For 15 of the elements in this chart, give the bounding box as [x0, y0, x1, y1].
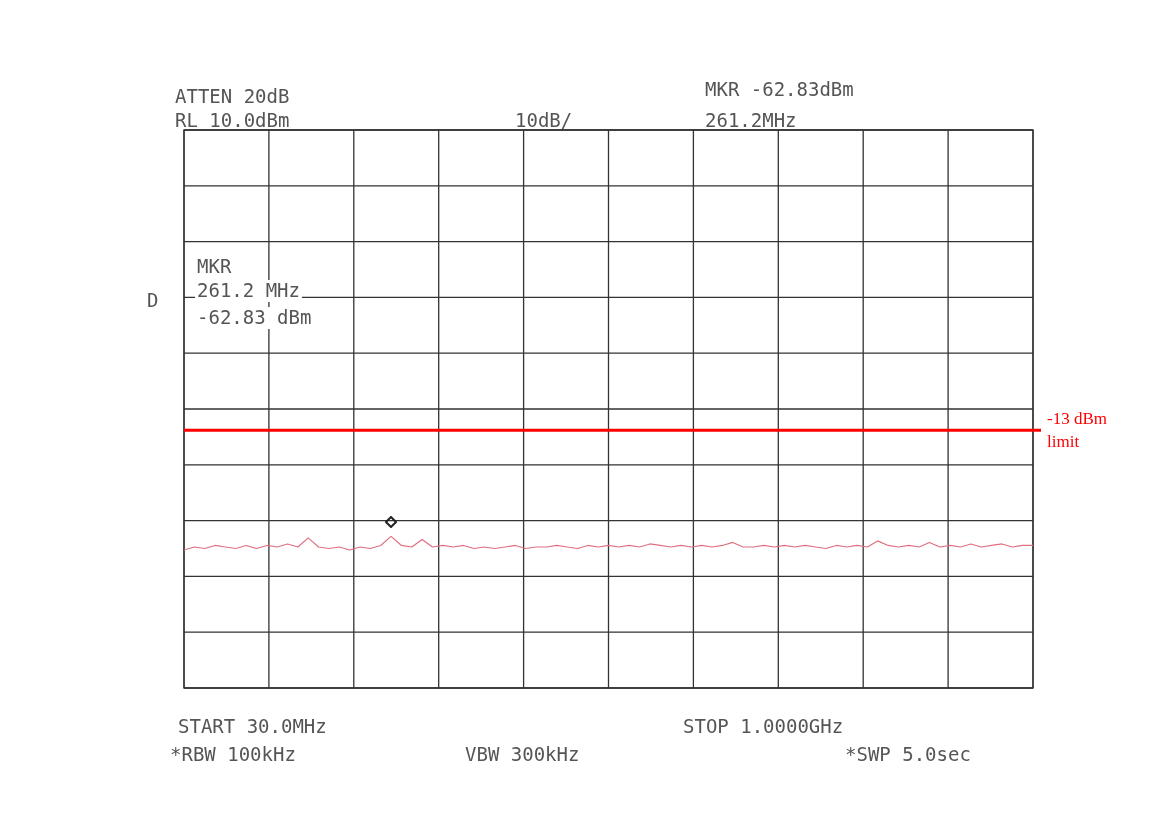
- text: START 30.0MHz: [178, 715, 327, 737]
- ref-line-label: -13 dBm limit: [1047, 408, 1107, 451]
- text: -62.83 dBm: [197, 306, 312, 328]
- text: 261.2 MHz: [197, 279, 300, 301]
- text: VBW 300kHz: [465, 743, 580, 765]
- text: 10dB/: [515, 109, 573, 131]
- text: MKR -62.83dBm: [705, 78, 854, 100]
- text: 261.2MHz: [705, 109, 797, 131]
- text: ATTEN 20dB: [175, 85, 290, 107]
- text: RL 10.0dBm: [175, 109, 290, 131]
- text: *SWP 5.0sec: [845, 743, 971, 765]
- text: MKR: [197, 255, 232, 277]
- text: STOP 1.0000GHz: [683, 715, 844, 737]
- text: *RBW 100kHz: [170, 743, 296, 765]
- text: D: [147, 289, 159, 311]
